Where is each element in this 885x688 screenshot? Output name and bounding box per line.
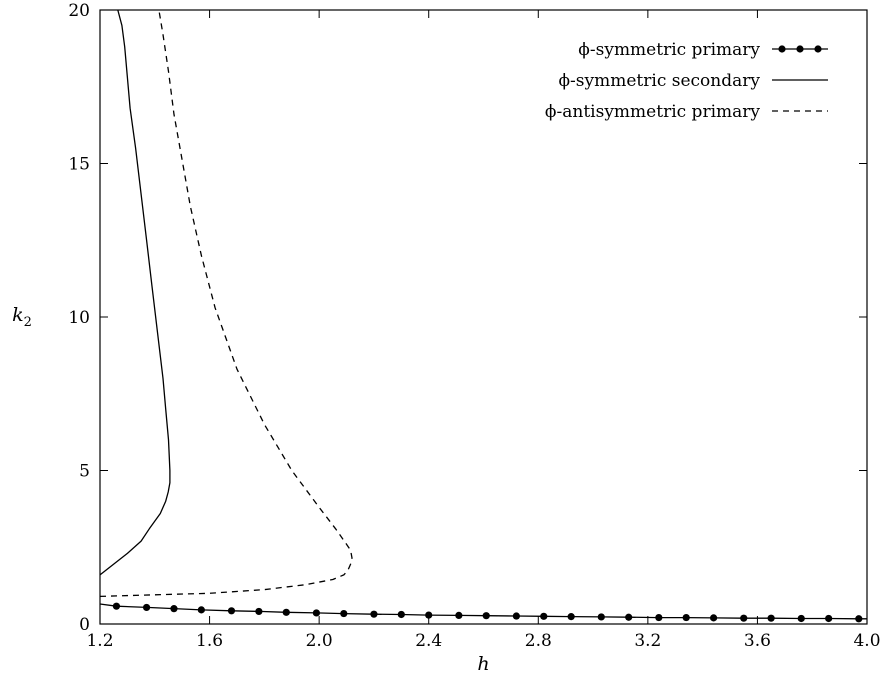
x-tick-label: 3.6 <box>744 631 771 651</box>
series-marker <box>797 614 805 623</box>
ticks-layer: 1.2 1.6 2.0 2.4 2.8 3.2 3.6 4.0 0 5 10 15 20 <box>68 1 880 651</box>
series-marker <box>397 610 405 619</box>
x-tick-label: 2.0 <box>306 631 333 651</box>
x-tick-label: 2.8 <box>525 631 552 651</box>
legend-label: ϕ-symmetric secondary <box>558 71 760 91</box>
series-marker <box>170 605 178 613</box>
x-tick-label: 4.0 <box>853 631 880 651</box>
series-layer <box>99 9 867 623</box>
y-tick-label: 0 <box>79 615 90 635</box>
legend-swatch-marker <box>778 45 786 53</box>
legend-label: ϕ-antisymmetric primary <box>545 102 760 122</box>
series-marker <box>197 606 205 614</box>
y-axis-label-main: k <box>12 304 24 326</box>
plot-frame <box>99 9 868 625</box>
series-marker <box>825 614 833 623</box>
y-tick-label: 20 <box>68 1 90 21</box>
series-marker <box>767 614 775 622</box>
legend-label: ϕ-symmetric primary <box>578 40 760 60</box>
series-marker <box>282 608 290 616</box>
series-marker <box>425 611 433 619</box>
series-marker <box>112 602 121 610</box>
x-tick-label: 1.6 <box>196 631 223 651</box>
y-axis-label: k2 <box>12 304 32 330</box>
y-tick-label: 10 <box>68 308 90 328</box>
legend-swatch-marker <box>796 45 804 53</box>
series-marker <box>142 603 151 612</box>
series-marker <box>312 609 321 617</box>
series-marker <box>567 613 575 621</box>
x-tick-label: 1.2 <box>86 631 113 651</box>
series-marker <box>340 609 348 618</box>
series-line-symmetric-secondary <box>99 9 171 576</box>
series-marker <box>855 615 863 623</box>
series-marker <box>255 607 263 616</box>
x-axis-label: h <box>477 653 489 675</box>
series-marker <box>482 612 490 620</box>
series-marker <box>740 614 748 622</box>
series-marker <box>625 613 633 621</box>
series-marker <box>512 612 520 620</box>
series-marker <box>370 610 378 618</box>
series-marker <box>655 613 663 622</box>
y-tick-label: 15 <box>68 155 90 175</box>
series-marker <box>455 611 463 620</box>
series-marker <box>682 613 690 622</box>
y-tick-label: 5 <box>79 462 90 482</box>
legend-swatch-marker <box>814 45 822 53</box>
series-marker <box>597 613 605 621</box>
series-marker <box>540 612 548 620</box>
y-axis-label-subscript: 2 <box>24 315 32 330</box>
legend: ϕ-symmetric primary ϕ-symmetric secondary… <box>545 40 828 122</box>
series-marker <box>710 614 718 622</box>
x-tick-label: 2.4 <box>415 631 442 651</box>
x-tick-label: 3.2 <box>634 631 661 651</box>
series-marker <box>227 607 236 615</box>
series-line-antisymmetric-primary <box>99 9 353 598</box>
